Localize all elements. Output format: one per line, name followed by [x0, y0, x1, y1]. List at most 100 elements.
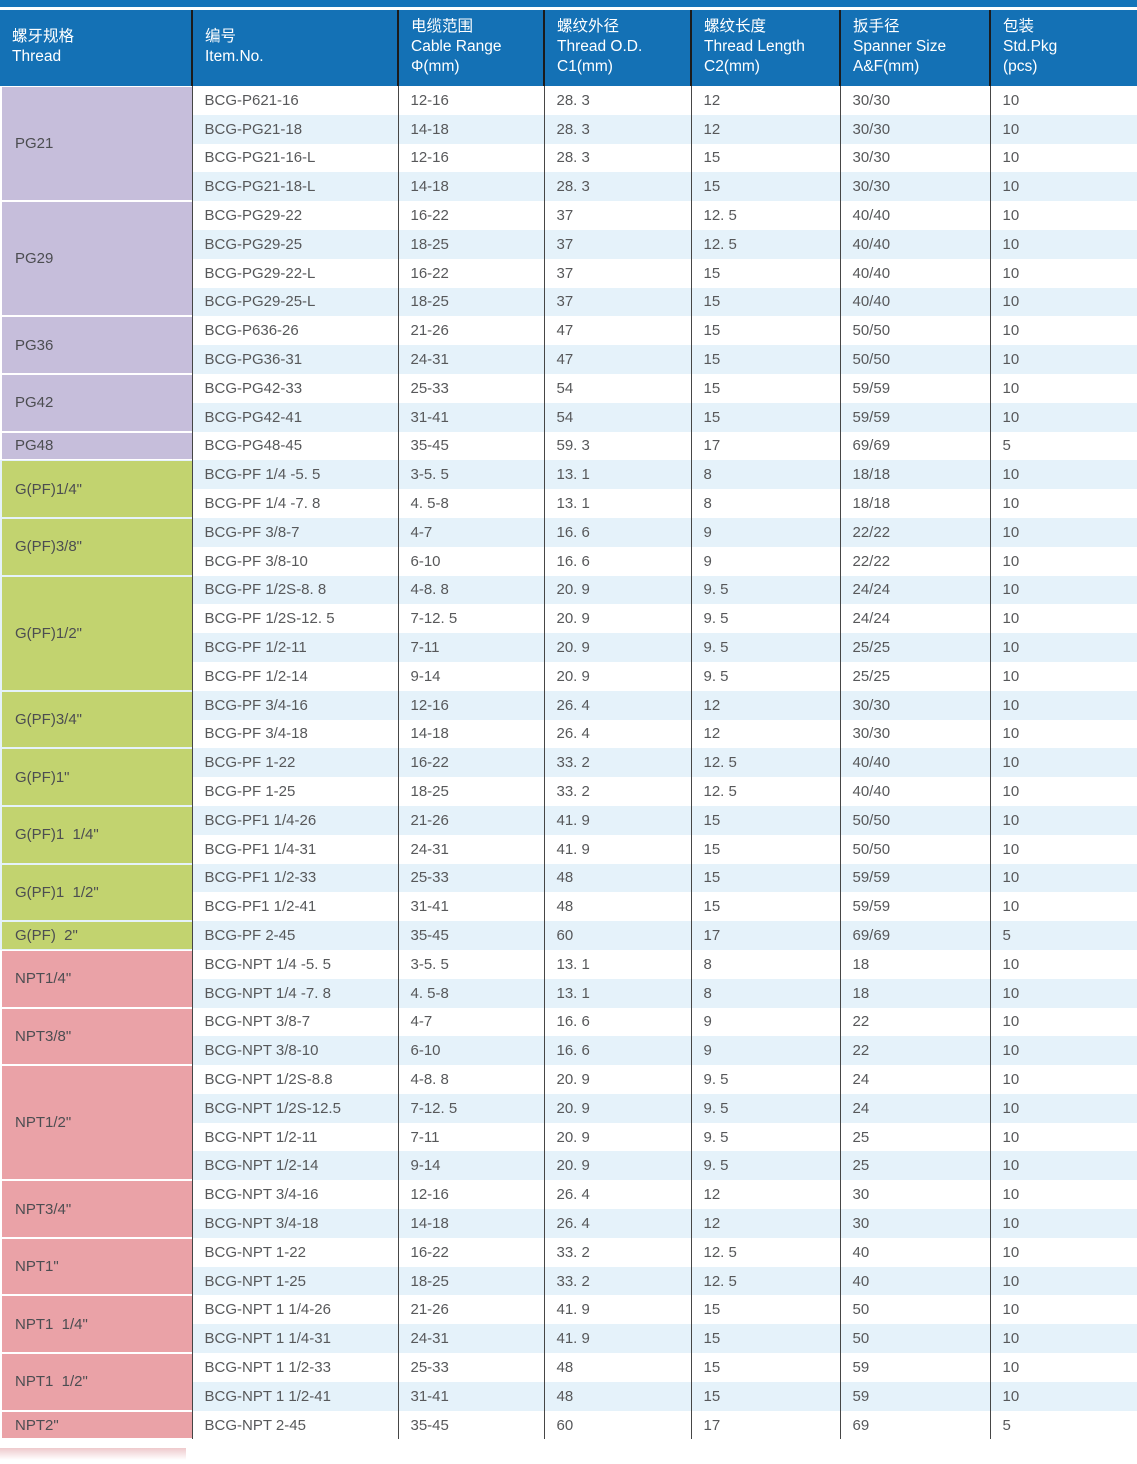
thread-group-label: G(PF)1 1/2" [2, 864, 191, 921]
spanner-size-cell: 22/22 [840, 546, 991, 576]
cable-range-cell: 12-16 [398, 86, 545, 115]
table-row: PG21 BCG-P621-16 12-16 28. 3 12 30/30 10 [0, 86, 1137, 202]
thread-group-cell: G(PF)1 1/4" [0, 805, 193, 864]
item-no-cell: BCG-PG29-25-L [192, 287, 399, 317]
table-row: G(PF) 2" BCG-PF 2-45 35-45 60 17 69/69 5 [0, 921, 1137, 950]
std-pkg-cell: 10 [990, 114, 1137, 144]
cable-range-cell: 24-31 [398, 345, 545, 374]
thread-group-label: PG42 [2, 374, 191, 431]
col-header-spanner-size: 扳手径 Spanner Size A&F(mm) [840, 10, 991, 86]
col-header-zh: 包装 [1003, 18, 1035, 35]
spanner-size-cell: 25/25 [840, 633, 991, 662]
thread-length-cell: 12. 5 [691, 777, 841, 806]
std-pkg-cell: 10 [990, 373, 1137, 403]
cable-range-cell: 4-8. 8 [398, 575, 545, 605]
spanner-size-cell: 30/30 [840, 86, 991, 115]
col-header-sub: C1(mm) [557, 58, 613, 75]
thread-length-cell: 15 [691, 258, 841, 288]
spanner-size-cell: 50/50 [840, 345, 991, 374]
thread-od-cell: 16. 6 [544, 546, 692, 576]
table-row: G(PF)1 1/2" BCG-PF1 1/2-33 25-33 48 15 59/59 1… [0, 863, 1137, 922]
col-header-en: Std.Pkg [1003, 38, 1058, 55]
item-no-cell: BCG-PF 1/2-14 [192, 661, 399, 691]
thread-group-label: PG36 [2, 317, 191, 373]
spanner-size-cell: 59 [840, 1353, 991, 1382]
std-pkg-cell: 10 [990, 661, 1137, 691]
table-row: NPT1/4" BCG-NPT 1/4 -5. 5 3-5. 5 13. 1 8 18 10 [0, 949, 1137, 1008]
std-pkg-cell: 10 [990, 1295, 1137, 1325]
spanner-size-cell: 40/40 [840, 258, 991, 288]
item-no-cell: BCG-NPT 1/4 -5. 5 [192, 949, 399, 979]
cable-range-cell: 12-16 [398, 143, 545, 173]
item-no-cell: BCG-PF1 1/4-26 [192, 805, 399, 835]
thread-group-label: PG48 [2, 432, 191, 460]
std-pkg-cell: 10 [990, 1036, 1137, 1066]
spanner-size-cell: 50 [840, 1324, 991, 1354]
thread-length-cell: 15 [691, 1324, 841, 1354]
thread-length-cell: 15 [691, 863, 841, 893]
item-no-cell: BCG-NPT 1 1/2-41 [192, 1381, 399, 1411]
thread-od-cell: 16. 6 [544, 1036, 692, 1066]
table-row: BCG-NPT 1 1/2-41 31-41 48 15 59 10 [0, 1381, 1137, 1411]
thread-length-cell: 12 [691, 719, 841, 749]
thread-length-cell: 9. 5 [691, 1065, 841, 1094]
thread-od-cell: 54 [544, 373, 692, 403]
std-pkg-cell: 10 [990, 1324, 1137, 1354]
table-row: NPT3/4" BCG-NPT 3/4-16 12-16 26. 4 12 30 10 [0, 1180, 1137, 1238]
std-pkg-cell: 10 [990, 258, 1137, 288]
thread-od-cell: 48 [544, 863, 692, 893]
cable-range-cell: 35-45 [398, 431, 545, 461]
spanner-size-cell: 25/25 [840, 661, 991, 691]
std-pkg-cell: 10 [990, 1007, 1137, 1037]
std-pkg-cell: 10 [990, 892, 1137, 922]
thread-group-label: G(PF)1" [2, 749, 191, 805]
spanner-size-cell: 50 [840, 1295, 991, 1325]
std-pkg-cell: 10 [990, 402, 1137, 432]
thread-group-cell: G(PF)1/2" [0, 575, 193, 691]
thread-group-cell: NPT1" [0, 1237, 193, 1296]
spanner-size-cell: 18/18 [840, 489, 991, 518]
thread-od-cell: 20. 9 [544, 661, 692, 691]
thread-length-cell: 12. 5 [691, 1266, 841, 1296]
cable-range-cell: 14-18 [398, 114, 545, 144]
thread-group-cell: PG29 [0, 201, 193, 317]
table-row: NPT1" BCG-NPT 1-22 16-22 33. 2 12. 5 40 10 [0, 1237, 1137, 1296]
item-no-cell: BCG-PF 1/2-11 [192, 633, 399, 662]
thread-group-cell: PG21 [0, 86, 193, 202]
thread-od-cell: 33. 2 [544, 777, 692, 806]
thread-od-cell: 13. 1 [544, 949, 692, 979]
item-no-cell: BCG-NPT 1/4 -7. 8 [192, 978, 399, 1008]
std-pkg-cell: 10 [990, 719, 1137, 749]
cable-range-cell: 31-41 [398, 1381, 545, 1411]
std-pkg-cell: 10 [990, 1381, 1137, 1411]
thread-length-cell: 15 [691, 1381, 841, 1411]
spanner-size-cell: 69/69 [840, 921, 991, 950]
cable-range-cell: 21-26 [398, 1295, 545, 1325]
cable-gland-spec-table: 螺牙规格 Thread 编号 Item.No. 电缆范围 Cable Range… [0, 10, 1137, 1440]
spanner-size-cell: 30/30 [840, 719, 991, 749]
item-no-cell: BCG-PF1 1/2-33 [192, 863, 399, 893]
thread-length-cell: 12 [691, 690, 841, 720]
thread-length-cell: 17 [691, 1410, 841, 1440]
thread-length-cell: 9. 5 [691, 1093, 841, 1123]
item-no-cell: BCG-PG21-16-L [192, 143, 399, 173]
cable-range-cell: 9-14 [398, 661, 545, 691]
item-no-cell: BCG-NPT 3/8-7 [192, 1007, 399, 1037]
table-row: NPT1 1/4" BCG-NPT 1 1/4-26 21-26 41. 9 15 50 1… [0, 1295, 1137, 1354]
table-row: BCG-PF1 1/2-41 31-41 48 15 59/59 10 [0, 892, 1137, 922]
col-header-sub: C2(mm) [704, 58, 760, 75]
table-row: G(PF)1/4" BCG-PF 1/4 -5. 5 3-5. 5 13. 1 8 18/… [0, 460, 1137, 518]
thread-length-cell: 15 [691, 345, 841, 374]
col-header-en: Thread Length [704, 38, 805, 55]
thread-group-cell: NPT3/4" [0, 1180, 193, 1238]
std-pkg-cell: 10 [990, 863, 1137, 893]
thread-length-cell: 15 [691, 172, 841, 202]
table-row: BCG-PG42-41 31-41 54 15 59/59 10 [0, 402, 1137, 432]
cable-range-cell: 7-12. 5 [398, 1093, 545, 1123]
thread-od-cell: 37 [544, 287, 692, 317]
table-row: BCG-PG29-25-L 18-25 37 15 40/40 10 [0, 287, 1137, 317]
spanner-size-cell: 30/30 [840, 172, 991, 202]
thread-length-cell: 9. 5 [691, 604, 841, 634]
spanner-size-cell: 24/24 [840, 604, 991, 634]
item-no-cell: BCG-PF 1/2S-8. 8 [192, 575, 399, 605]
